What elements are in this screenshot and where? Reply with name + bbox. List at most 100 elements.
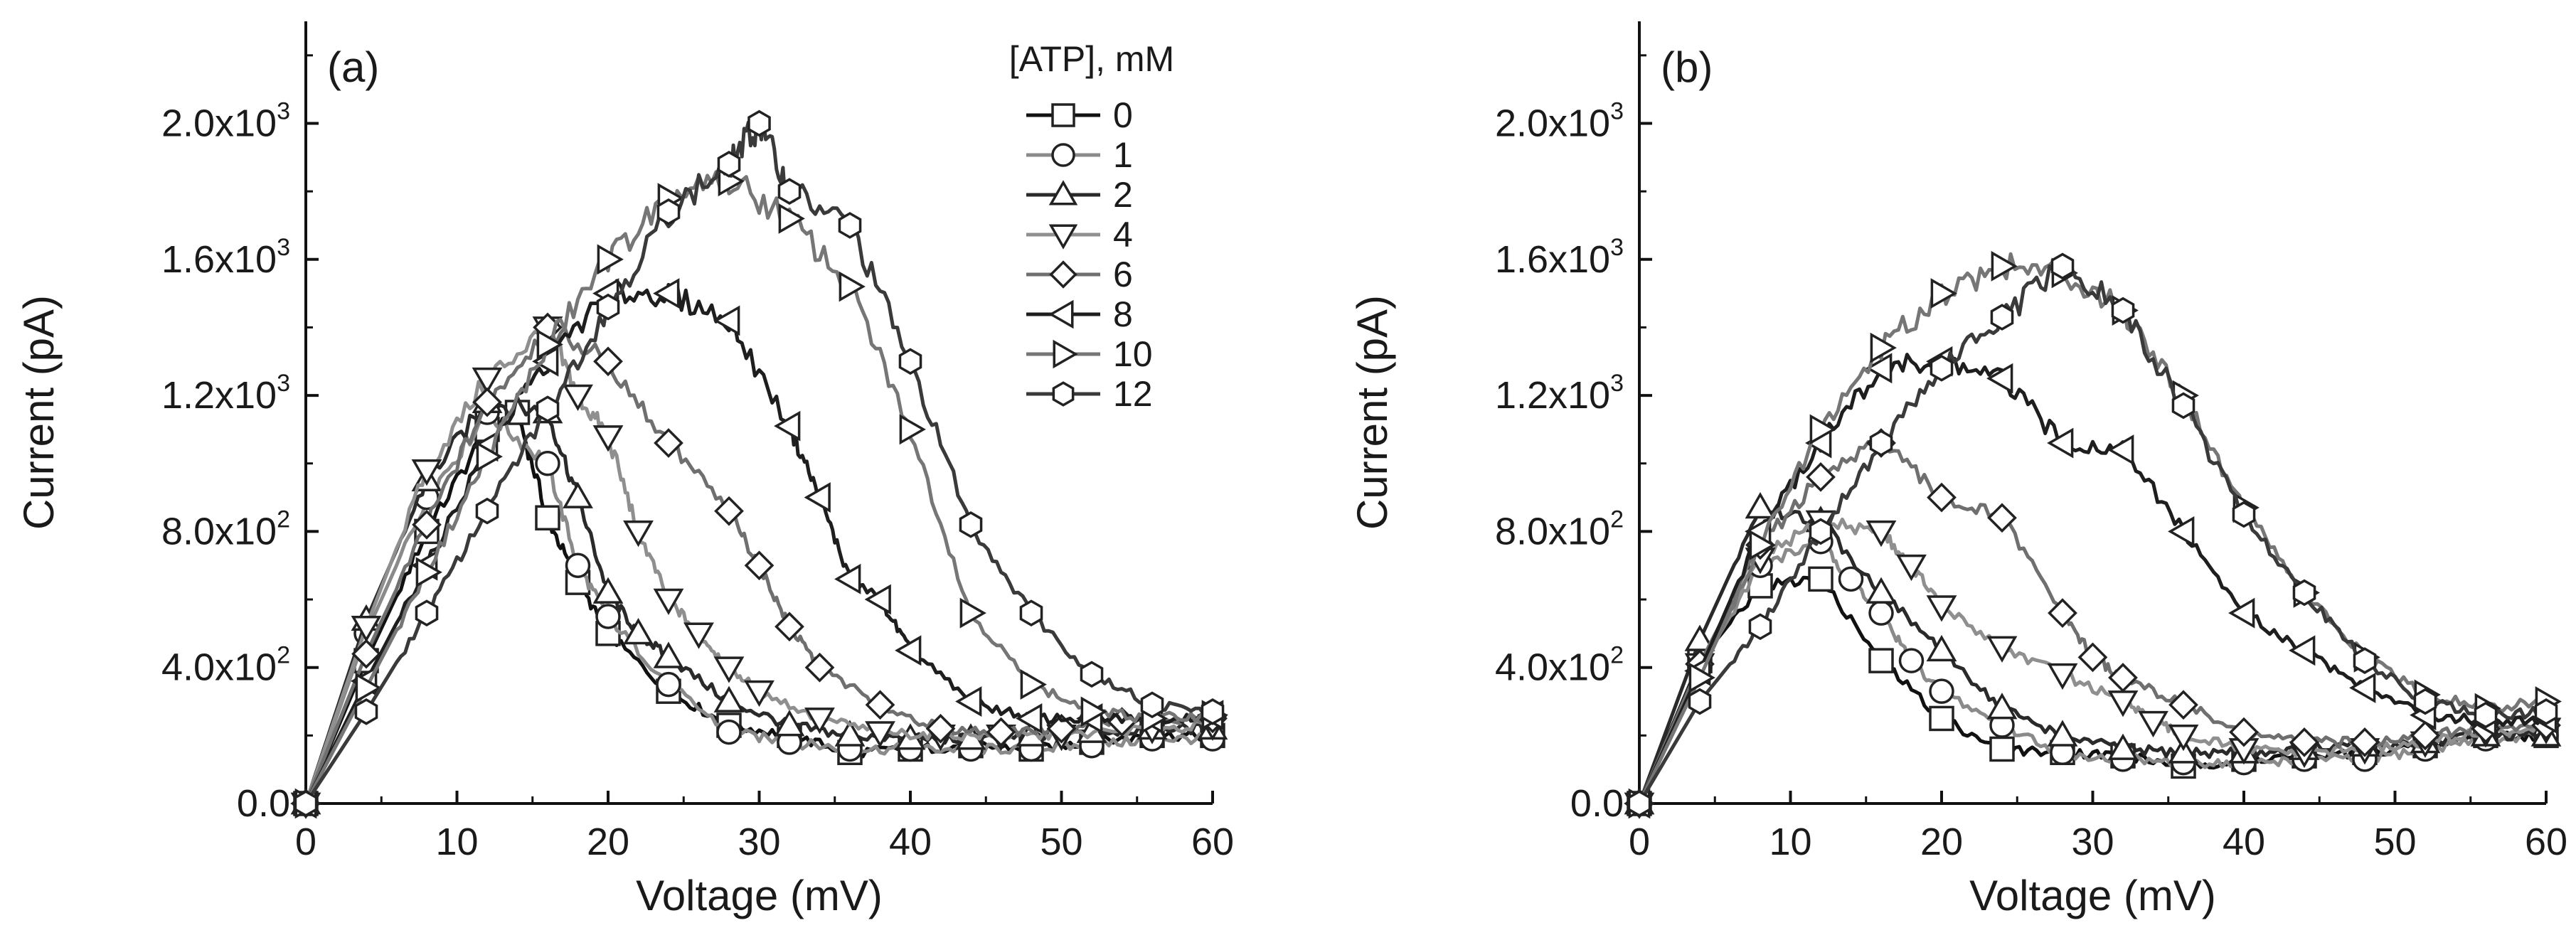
y-tick-label: 0.0 [1570, 782, 1624, 825]
data-point-12 [2474, 701, 2498, 729]
data-point-10 [1688, 662, 1715, 693]
legend-label-12: 12 [1113, 374, 1153, 414]
y-tick-mantissa: 1.6x10 [1495, 238, 1610, 281]
data-point-2 [1745, 492, 1776, 519]
data-point-10 [1991, 250, 2018, 282]
data-point-4 [865, 721, 895, 748]
data-point-4 [653, 588, 684, 615]
data-point-12 [656, 198, 681, 225]
y-tick-exponent: 3 [277, 370, 290, 397]
data-point-12 [294, 790, 318, 817]
x-tick-label: 20 [1920, 821, 1963, 863]
data-point-8 [2228, 597, 2255, 629]
data-point-12 [1140, 691, 1164, 719]
y-tick-mantissa: 1.6x10 [161, 238, 277, 281]
legend-marker-0 [1051, 103, 1075, 127]
x-axis-label: Voltage (mV) [636, 872, 883, 919]
data-point-8 [864, 584, 891, 615]
y-tick-label: 4.0x102 [161, 642, 290, 689]
x-tick-label: 30 [2071, 821, 2114, 863]
data-point-4 [563, 384, 593, 411]
data-point-4 [592, 425, 624, 452]
data-point-12 [2111, 297, 2135, 324]
data-point-0 [535, 505, 560, 531]
data-point-1 [595, 604, 621, 629]
data-point-1 [1929, 678, 1954, 704]
data-point-2 [653, 641, 684, 668]
data-point-10 [1080, 696, 1107, 727]
data-point-0 [1808, 566, 1833, 592]
panel-label: (a) [327, 43, 379, 91]
data-point-12 [596, 293, 620, 321]
x-tick-label: 50 [2373, 821, 2416, 863]
data-point-6 [351, 639, 381, 669]
y-tick-label: 2.0x103 [1495, 97, 1624, 144]
data-point-8 [2047, 427, 2074, 459]
x-tick-label: 10 [435, 821, 478, 863]
y-tick-label: 1.6x103 [161, 234, 290, 281]
data-point-4 [713, 656, 745, 683]
series-line-8 [1637, 353, 2548, 805]
data-point-4 [351, 615, 382, 643]
data-point-6 [744, 550, 775, 581]
data-point-12 [777, 178, 802, 205]
data-point-4 [2168, 724, 2199, 752]
data-point-6 [2048, 598, 2077, 629]
y-tick-exponent: 3 [277, 234, 290, 261]
data-point-12 [1201, 698, 1225, 725]
data-point-4 [804, 708, 835, 735]
data-point-2 [623, 617, 654, 645]
legend-label-6: 6 [1113, 255, 1133, 294]
y-tick-label: 8.0x102 [1495, 506, 1624, 552]
data-point-1 [1898, 648, 1925, 673]
data-point-8 [2349, 672, 2376, 703]
y-tick-exponent: 2 [1610, 506, 1624, 533]
x-tick-label: 60 [1191, 821, 1234, 863]
panel-a: 0 10 20 30 40 50 600.04.0x1028.0x1021.2x1031.6… [15, 21, 1234, 919]
series-12 [294, 110, 1225, 817]
data-point-6 [2350, 727, 2380, 757]
data-point-10 [1809, 414, 1836, 445]
y-tick-exponent: 2 [1610, 642, 1624, 669]
legend-label-4: 4 [1113, 215, 1133, 255]
legend-marker-2 [1048, 180, 1078, 205]
y-tick-mantissa: 8.0x10 [1495, 510, 1610, 552]
y-tick-label: 1.2x103 [161, 370, 290, 417]
data-point-12 [959, 511, 983, 538]
data-point-1 [716, 719, 742, 745]
data-point-6 [2410, 720, 2440, 751]
data-point-6 [2229, 717, 2259, 747]
y-tick-mantissa: 2.0x10 [161, 102, 277, 144]
data-point-12 [2171, 392, 2196, 420]
data-point-6 [2077, 642, 2108, 673]
data-point-12 [717, 151, 741, 178]
data-point-10 [536, 329, 563, 360]
series-10 [294, 166, 1228, 819]
y-tick-label: 2.0x103 [161, 97, 290, 144]
data-point-8 [955, 686, 982, 717]
y-tick-mantissa: 8.0x10 [161, 510, 277, 552]
data-point-10 [597, 244, 624, 275]
data-point-12 [898, 348, 922, 375]
panel-label: (b) [1661, 43, 1713, 91]
data-point-12 [2353, 647, 2377, 674]
data-point-6 [1987, 503, 2017, 533]
data-point-8 [2289, 635, 2316, 666]
data-point-10 [1020, 669, 1047, 700]
data-point-6 [2289, 727, 2319, 757]
data-point-6 [472, 387, 502, 417]
x-tick-label: 50 [1040, 821, 1082, 863]
data-point-10 [415, 557, 442, 588]
y-tick-mantissa: 4.0x10 [1495, 646, 1610, 689]
x-tick-label: 40 [2223, 821, 2265, 863]
data-point-8 [713, 305, 740, 336]
legend-label-2: 2 [1113, 175, 1133, 215]
data-point-6 [1046, 713, 1077, 744]
data-point-0 [1989, 736, 2015, 762]
data-point-10 [355, 672, 382, 703]
y-tick-mantissa: 1.2x10 [1495, 374, 1610, 417]
data-point-6 [654, 428, 683, 458]
data-point-6 [775, 612, 804, 642]
data-point-1 [656, 671, 681, 698]
data-point-4 [1866, 520, 1897, 548]
